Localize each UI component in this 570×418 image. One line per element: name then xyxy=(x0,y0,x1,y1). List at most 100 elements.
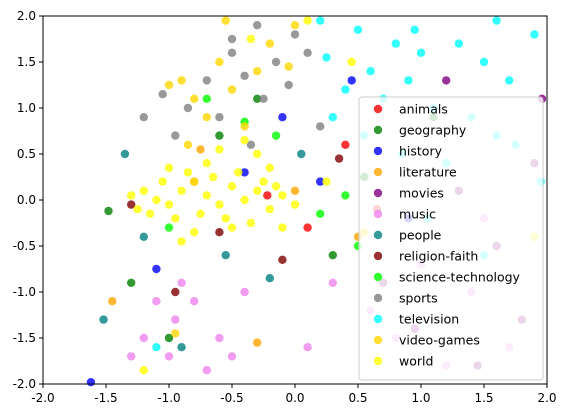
point-sports-7 xyxy=(215,113,224,122)
point-sports-6 xyxy=(290,30,300,39)
point-world-9 xyxy=(240,195,249,205)
point-sports-0 xyxy=(253,21,262,30)
point-television-25 xyxy=(492,16,501,25)
legend-marker-world xyxy=(373,356,383,366)
legend-label-video-games: video-games xyxy=(399,333,480,348)
point-sports-12 xyxy=(284,80,293,90)
point-television-23 xyxy=(322,53,331,62)
point-music-12 xyxy=(328,278,337,287)
axis-ticks: -2.0 -1.5 -1.0 -0.5 0.0 0.5 1.0 1.5 2.0 2.0 1.5 1.0… xyxy=(13,9,557,405)
y-tick-label: 2.0 xyxy=(17,9,36,23)
point-sports-2 xyxy=(271,57,281,67)
point-geography-4 xyxy=(127,278,136,287)
point-geography-0 xyxy=(104,206,113,216)
legend-marker-video-games xyxy=(373,335,383,345)
point-video-games-6 xyxy=(164,80,174,90)
point-world-26 xyxy=(202,159,211,168)
point-geography-1 xyxy=(164,333,174,343)
legend-marker-sports xyxy=(373,293,383,303)
point-world-21 xyxy=(246,218,256,228)
point-world-29 xyxy=(215,145,224,154)
point-world-7 xyxy=(215,200,224,209)
y-tick-label: 1.5 xyxy=(17,55,36,69)
point-world-19 xyxy=(221,214,230,223)
point-world-27 xyxy=(227,223,237,232)
point-world-4 xyxy=(177,186,186,195)
point-music-4 xyxy=(171,315,180,324)
point-television-5 xyxy=(366,67,375,76)
point-music-6 xyxy=(152,297,161,306)
legend: animals geography history literature movies m… xyxy=(358,96,544,381)
point-religion-faith-1 xyxy=(171,287,180,297)
point-video-games-8 xyxy=(240,122,249,131)
point-geography-6 xyxy=(253,94,262,104)
point-television-6 xyxy=(404,76,413,85)
point-people-1 xyxy=(139,232,148,241)
point-science-technology-5 xyxy=(341,191,350,200)
point-religion-faith-0 xyxy=(278,255,287,264)
point-television-26 xyxy=(152,343,161,352)
point-world-5 xyxy=(190,177,199,186)
point-people-0 xyxy=(99,315,108,324)
legend-marker-religion-faith xyxy=(373,251,383,261)
point-music-2 xyxy=(190,297,199,306)
point-science-technology-4 xyxy=(164,223,174,232)
point-world-14 xyxy=(158,177,167,186)
point-world-40 xyxy=(177,237,186,246)
point-music-1 xyxy=(164,352,174,361)
point-science-technology-3 xyxy=(316,209,325,218)
point-movies-3 xyxy=(442,76,451,85)
point-world-31 xyxy=(164,163,174,172)
point-television-4 xyxy=(454,39,463,48)
legend-label-geography: geography xyxy=(399,123,467,138)
point-music-8 xyxy=(303,343,312,352)
point-world-23 xyxy=(271,182,281,191)
x-tick-label: -1.5 xyxy=(94,391,117,405)
point-geography-2 xyxy=(215,131,224,140)
point-world-41 xyxy=(278,223,287,232)
point-world-36 xyxy=(139,366,148,375)
legend-marker-literature xyxy=(373,167,383,177)
x-tick-label: -2.0 xyxy=(31,391,54,405)
point-music-9 xyxy=(127,352,136,361)
point-religion-faith-2 xyxy=(334,154,344,163)
legend-label-animals: animals xyxy=(399,102,448,117)
point-sports-16 xyxy=(246,140,256,149)
point-world-2 xyxy=(152,195,161,205)
point-people-4 xyxy=(297,149,306,159)
point-video-games-1 xyxy=(215,57,224,67)
point-geography-3 xyxy=(328,251,337,260)
point-sports-14 xyxy=(158,90,167,99)
point-video-games-14 xyxy=(183,140,193,149)
point-world-35 xyxy=(240,136,249,145)
point-history-1 xyxy=(278,113,287,122)
point-world-6 xyxy=(202,191,211,200)
y-tick-label: -2.0 xyxy=(13,377,36,391)
point-sports-5 xyxy=(240,71,249,81)
point-animals-0 xyxy=(263,191,272,200)
point-world-34 xyxy=(347,57,356,67)
point-history-6 xyxy=(316,177,325,186)
y-tick-label: 0.5 xyxy=(17,147,36,161)
point-world-22 xyxy=(259,177,268,186)
legend-label-music: music xyxy=(399,207,436,222)
point-history-2 xyxy=(347,76,356,85)
legend-marker-music xyxy=(373,209,383,219)
x-tick-label: 0.0 xyxy=(285,391,304,405)
point-world-15 xyxy=(171,214,180,223)
point-music-10 xyxy=(177,278,186,287)
point-world-24 xyxy=(290,200,300,209)
legend-label-movies: movies xyxy=(399,186,444,201)
x-tick-label: 1.5 xyxy=(474,391,493,405)
point-literature-2 xyxy=(290,186,300,195)
point-music-0 xyxy=(139,333,148,343)
point-religion-faith-3 xyxy=(215,228,224,237)
point-world-17 xyxy=(196,209,205,218)
x-tick-label: 0.5 xyxy=(348,391,367,405)
legend-label-religion-faith: religion-faith xyxy=(399,249,478,264)
point-world-3 xyxy=(164,200,174,209)
legend-marker-history xyxy=(373,146,383,156)
y-tick-label: -1.5 xyxy=(13,331,36,345)
point-history-0 xyxy=(86,378,96,387)
point-sports-15 xyxy=(316,122,325,131)
